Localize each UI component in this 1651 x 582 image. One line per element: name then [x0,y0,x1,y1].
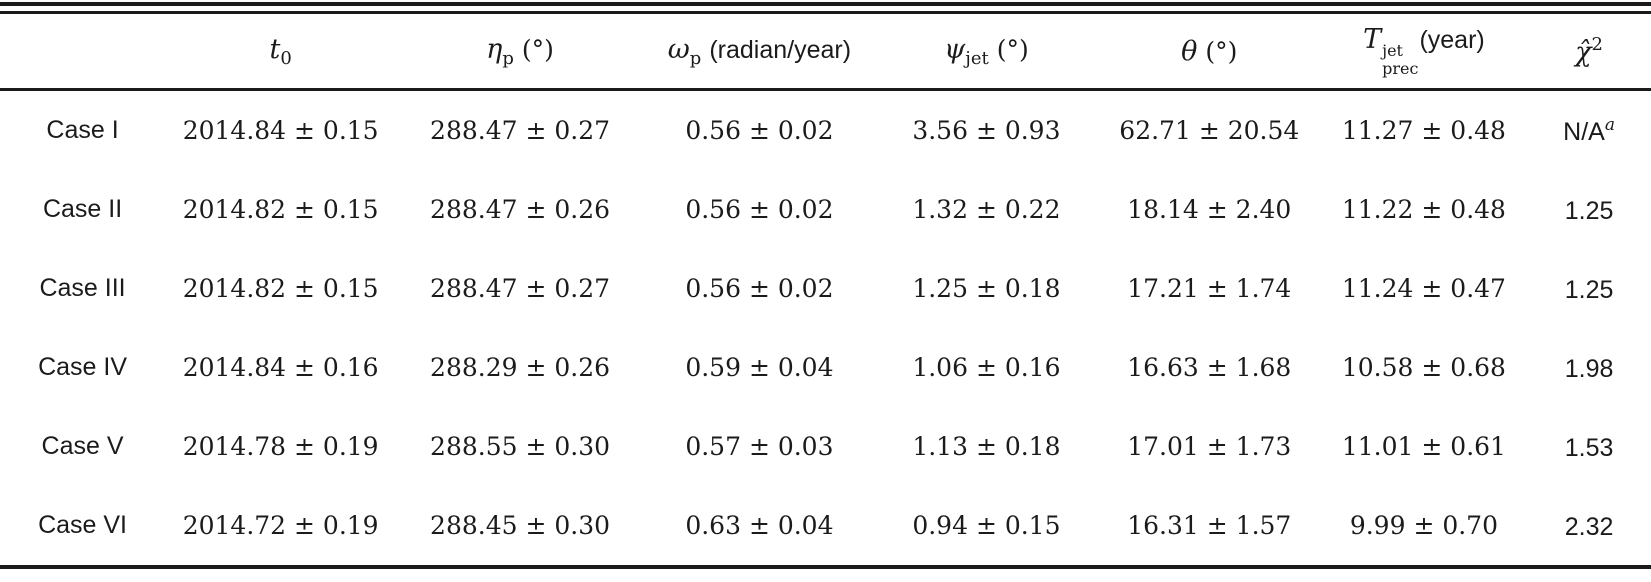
row-label: Case II [42,195,123,223]
col-header-omega-p: ωp (radian/year) [643,14,875,91]
cell-theta: 62.71 ± 20.54 [1119,116,1300,145]
cell-theta: 16.31 ± 1.57 [1127,511,1292,540]
row-label: Case I [46,116,119,144]
cell-chi-squared: N/Aa [1563,114,1615,146]
cell-theta: 17.21 ± 1.74 [1127,274,1292,303]
T-symbol: T [1363,23,1382,55]
cell-t-prec: 11.27 ± 0.48 [1341,116,1506,145]
cell-eta-p: 288.47 ± 0.27 [430,274,611,303]
table-row-case-3: Case III 2014.82 ± 0.15 288.47 ± 0.27 0.… [0,249,1651,328]
table-row-case-6: Case VI 2014.72 ± 0.19 288.45 ± 0.30 0.6… [0,486,1651,565]
cell-eta-p: 288.55 ± 0.30 [430,432,611,461]
cell-psi-jet: 1.25 ± 0.18 [912,274,1061,303]
cell-omega-p: 0.63 ± 0.04 [685,511,834,540]
chi-hat-symbol: χ̂ [1575,37,1592,68]
cell-omega-p: 0.56 ± 0.02 [685,195,834,224]
row-label: Case V [41,432,124,460]
cell-theta: 18.14 ± 2.40 [1127,195,1292,224]
table-row-case-5: Case V 2014.78 ± 0.19 288.55 ± 0.30 0.57… [0,407,1651,486]
omega-symbol: ω [667,33,690,65]
cell-chi-squared: 1.98 [1564,354,1614,383]
footnote-marker-a: a [1604,114,1615,135]
cell-omega-p: 0.57 ± 0.03 [685,432,834,461]
row-label: Case IV [38,353,128,381]
row-label: Case VI [38,511,128,539]
cell-psi-jet: 1.32 ± 0.22 [912,195,1061,224]
cell-eta-p: 288.47 ± 0.26 [430,195,611,224]
cell-omega-p: 0.56 ± 0.02 [685,274,834,303]
col-header-chi-squared: χ̂2 [1527,14,1651,91]
cell-omega-p: 0.59 ± 0.04 [685,353,834,382]
cell-psi-jet: 1.06 ± 0.16 [912,353,1061,382]
cell-eta-p: 288.29 ± 0.26 [430,353,611,382]
corner-cell [0,14,166,91]
t0-symbol: t [269,33,281,65]
cell-t0: 2014.84 ± 0.16 [182,353,379,382]
cell-psi-jet: 3.56 ± 0.93 [912,116,1061,145]
theta-symbol: θ [1181,35,1198,67]
cell-theta: 16.63 ± 1.68 [1127,353,1292,382]
cell-t0: 2014.82 ± 0.15 [182,274,379,303]
cell-t0: 2014.78 ± 0.19 [182,432,379,461]
cell-chi-squared: 1.25 [1564,196,1614,225]
cell-eta-p: 288.47 ± 0.27 [430,116,611,145]
table-row-case-1: Case I 2014.84 ± 0.15 288.47 ± 0.27 0.56… [0,90,1651,171]
col-header-theta: θ (°) [1097,14,1321,91]
cell-t-prec: 10.58 ± 0.68 [1341,353,1506,382]
cell-t-prec: 11.01 ± 0.61 [1341,432,1506,461]
cell-omega-p: 0.56 ± 0.02 [685,116,834,145]
col-header-psi-jet: ψjet (°) [874,14,1098,91]
row-label: Case III [39,274,126,302]
cell-t-prec: 11.24 ± 0.47 [1341,274,1506,303]
cell-chi-squared: 1.53 [1564,433,1614,462]
cell-psi-jet: 0.94 ± 0.15 [912,511,1061,540]
cell-psi-jet: 1.13 ± 0.18 [912,432,1061,461]
cell-t0: 2014.72 ± 0.19 [182,511,379,540]
col-header-eta-p: ηp (°) [396,14,644,91]
cell-t0: 2014.84 ± 0.15 [182,116,379,145]
cell-t-prec: 9.99 ± 0.70 [1349,511,1498,540]
psi-symbol: ψ [944,33,966,65]
cell-eta-p: 288.45 ± 0.30 [430,511,611,540]
table-bottom-rule [0,565,1651,569]
table-top-double-rule [0,2,1651,14]
cell-chi-squared: 2.32 [1564,512,1614,541]
eta-symbol: η [486,33,503,65]
table-row-case-2: Case II 2014.82 ± 0.15 288.47 ± 0.26 0.5… [0,170,1651,249]
cell-chi-squared: 1.25 [1564,275,1614,304]
cell-t-prec: 11.22 ± 0.48 [1341,195,1506,224]
col-header-t0: t0 [165,14,397,91]
table-row-case-4: Case IV 2014.84 ± 0.16 288.29 ± 0.26 0.5… [0,328,1651,407]
cell-t0: 2014.82 ± 0.15 [182,195,379,224]
cell-theta: 17.01 ± 1.73 [1127,432,1292,461]
